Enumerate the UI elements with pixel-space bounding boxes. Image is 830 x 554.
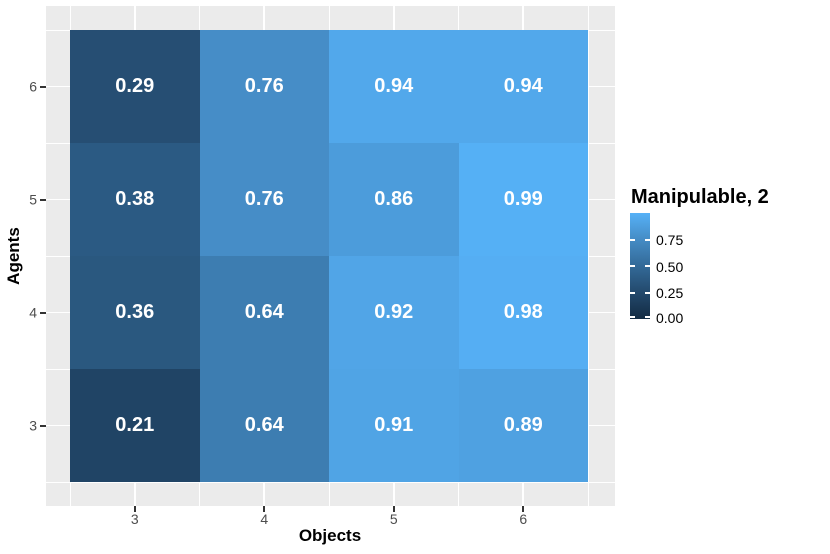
heatmap-cell: 0.76: [199, 30, 329, 143]
heatmap-cell: 0.36: [70, 256, 200, 369]
legend-tick-mark: [630, 238, 635, 241]
heatmap-cell: 0.89: [458, 369, 588, 482]
y-tick-label: 6: [29, 78, 37, 94]
legend-tick-mark: [645, 291, 650, 294]
heatmap-cell: 0.91: [329, 369, 459, 482]
y-tick-label: 4: [29, 304, 37, 320]
heatmap-cell: 0.99: [458, 143, 588, 256]
heatmap-cell: 0.76: [199, 143, 329, 256]
y-tick-mark: [40, 424, 46, 427]
heatmap-cell: 0.86: [329, 143, 459, 256]
legend-tick-mark: [645, 316, 650, 318]
heatmap-cell: 0.64: [199, 369, 329, 482]
x-tick-mark: [392, 506, 395, 512]
legend-title: Manipulable, 2: [631, 186, 769, 208]
y-tick-label: 5: [29, 191, 37, 207]
legend-tick-mark: [630, 265, 635, 267]
x-tick-mark: [263, 506, 266, 512]
legend-tick-mark: [645, 238, 650, 241]
legend-tick-label: 0.25: [656, 285, 684, 301]
y-axis-title: Agents: [4, 227, 23, 285]
heatmap-cell: 0.94: [329, 30, 459, 143]
x-tick-mark: [522, 506, 525, 512]
legend-tick-label: 0.50: [656, 258, 684, 275]
heatmap-cell: 0.21: [70, 369, 200, 482]
x-tick-mark: [133, 506, 136, 512]
heatmap-cell: 0.64: [199, 256, 329, 369]
y-tick-mark: [40, 311, 46, 314]
y-tick-mark: [40, 198, 46, 201]
x-tick-label: 3: [130, 511, 139, 527]
heatmap-cell: 0.94: [458, 30, 588, 143]
legend-tick-mark: [630, 291, 635, 294]
heatmap-cell: 0.29: [70, 30, 200, 143]
heatmap-tiles: 0.29 0.76 0.94 0.94 0.38 0.76 0.86 0.99 0.36 0.64…: [70, 30, 588, 482]
x-tick-label: 5: [389, 511, 398, 527]
gridline-minor-horizontal: [46, 481, 615, 483]
legend-tick-mark: [630, 316, 635, 318]
heatmap-cell: 0.98: [458, 256, 588, 369]
heatmap-cell: 0.92: [329, 256, 459, 369]
x-tick-label: 6: [519, 511, 528, 527]
y-tick-mark: [40, 85, 46, 88]
legend-tick-label: 0.75: [656, 232, 684, 248]
plot-panel: 0.29 0.76 0.94 0.94 0.38 0.76 0.86 0.99 0.36 0.64…: [46, 6, 615, 506]
heatmap-cell: 0.38: [70, 143, 200, 256]
legend-tick-mark: [645, 265, 650, 267]
y-tick-label: 3: [29, 417, 37, 433]
legend-tick-label: 0.00: [656, 309, 684, 326]
x-tick-label: 4: [260, 511, 269, 527]
x-axis-title: Objects: [298, 526, 362, 545]
